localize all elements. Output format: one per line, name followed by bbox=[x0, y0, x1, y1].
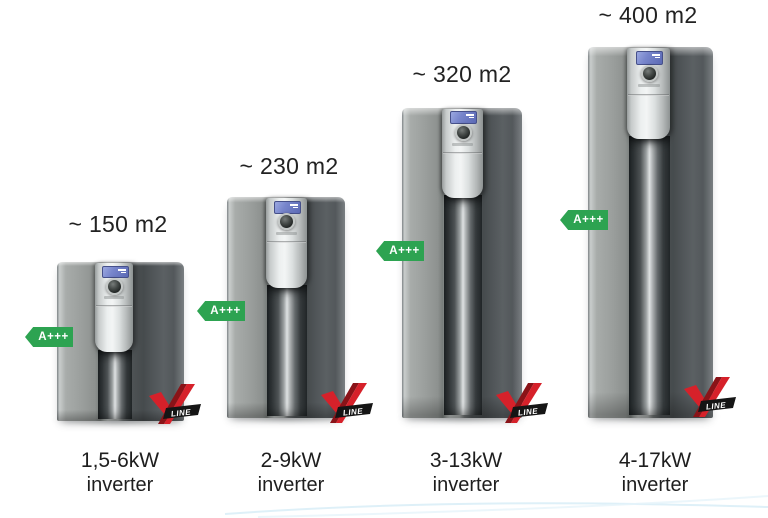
power-label: 1,5-6kW inverter bbox=[35, 448, 205, 497]
control-module bbox=[627, 48, 670, 139]
logo-line-text: LINE bbox=[342, 407, 363, 418]
v-line-logo-icon: LINE bbox=[321, 383, 373, 423]
lcd-display-icon bbox=[102, 266, 129, 278]
power-label: 2-9kW inverter bbox=[206, 448, 376, 497]
control-module bbox=[95, 263, 133, 352]
inverter-label: inverter bbox=[621, 474, 689, 496]
panel-seam bbox=[443, 152, 482, 154]
brand-mark bbox=[452, 143, 473, 146]
v-line-logo-icon: LINE bbox=[496, 383, 548, 423]
lcd-display-icon bbox=[636, 51, 663, 65]
power-range: 2-9kW bbox=[260, 449, 322, 472]
panel-seam bbox=[96, 305, 132, 307]
panel-seam bbox=[267, 241, 306, 243]
tank-recess bbox=[444, 195, 482, 415]
energy-rating-badge: A+++ bbox=[25, 327, 73, 347]
area-label: ~ 230 m2 bbox=[239, 153, 339, 179]
brand-mark bbox=[276, 232, 297, 235]
control-module bbox=[266, 198, 307, 288]
tank-recess bbox=[267, 285, 307, 416]
power-range: 4-17kW bbox=[618, 449, 692, 472]
control-knob-icon bbox=[278, 213, 295, 230]
tank-recess bbox=[629, 136, 670, 415]
area-label: ~ 150 m2 bbox=[68, 211, 168, 237]
inverter-label: inverter bbox=[432, 474, 500, 496]
power-range: 1,5-6kW bbox=[80, 449, 160, 472]
inverter-label: inverter bbox=[257, 474, 325, 496]
brand-mark bbox=[104, 296, 124, 299]
lcd-display-icon bbox=[274, 201, 301, 214]
control-module bbox=[442, 109, 483, 198]
inverter-label: inverter bbox=[86, 474, 154, 496]
v-line-logo-icon: LINE bbox=[684, 377, 736, 417]
brand-mark bbox=[638, 84, 660, 87]
panel-seam bbox=[628, 94, 669, 96]
logo-line-text: LINE bbox=[170, 408, 191, 419]
logo-line-text: LINE bbox=[705, 401, 726, 412]
area-label: ~ 400 m2 bbox=[598, 2, 698, 28]
control-knob-icon bbox=[641, 65, 658, 82]
power-label: 3-13kW inverter bbox=[381, 448, 551, 497]
energy-rating-badge: A+++ bbox=[197, 301, 245, 321]
logo-line-text: LINE bbox=[517, 407, 538, 418]
tank-recess bbox=[98, 350, 132, 419]
power-range: 3-13kW bbox=[429, 449, 503, 472]
control-knob-icon bbox=[106, 278, 123, 295]
power-label: 4-17kW inverter bbox=[570, 448, 740, 497]
energy-rating-badge: A+++ bbox=[560, 210, 608, 230]
control-knob-icon bbox=[455, 124, 472, 141]
lcd-display-icon bbox=[450, 111, 477, 124]
v-line-logo-icon: LINE bbox=[149, 384, 201, 424]
energy-rating-badge: A+++ bbox=[376, 241, 424, 261]
area-label: ~ 320 m2 bbox=[412, 61, 512, 87]
